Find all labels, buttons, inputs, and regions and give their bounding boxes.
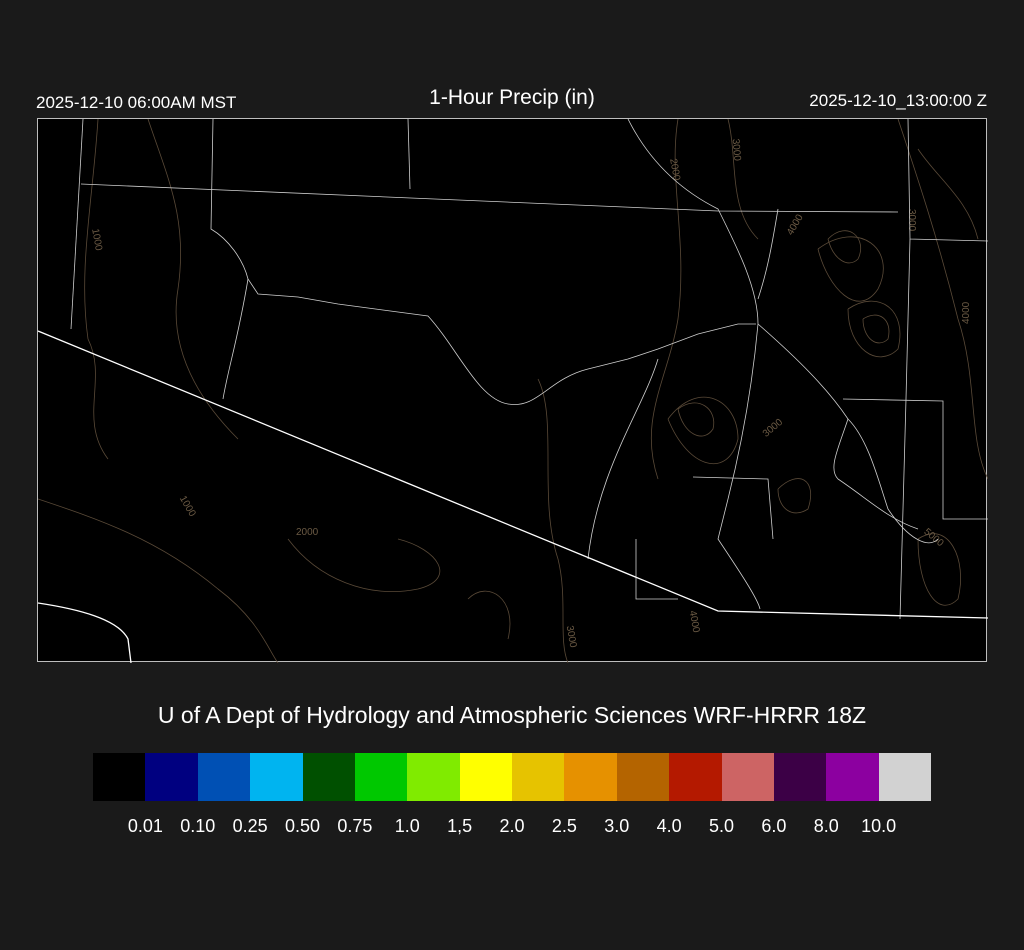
colorbar-swatch [93, 753, 146, 801]
colorbar-label: 0.25 [232, 816, 268, 836]
valid-time-label: 2025-12-10_13:00:00 Z [809, 91, 987, 110]
colorbar-swatch [407, 753, 460, 801]
colorbar-label: 2.0 [499, 816, 525, 836]
colorbar-label: 0.75 [337, 816, 373, 836]
contour-label: 2000 [296, 527, 319, 538]
contour-label: 4000 [687, 610, 702, 634]
colorbar-swatch [302, 753, 355, 801]
contour-label: 3000 [906, 209, 917, 232]
contour-label: 1000 [177, 494, 198, 519]
contour-label: 4000 [961, 301, 972, 324]
contour-label: 2000 [667, 158, 682, 182]
contour-labels: 1000 2000 3000 4000 3000 4000 3000 1000 … [89, 138, 972, 649]
colorbar-label: 8.0 [813, 816, 839, 836]
colorbar-swatch [197, 753, 251, 801]
state-boundaries [37, 330, 989, 664]
colorbar-swatch [250, 753, 303, 801]
colorbar-swatch [826, 753, 879, 801]
colorbar-swatch [354, 753, 408, 801]
colorbar-swatch [564, 753, 617, 801]
terrain-contours [37, 118, 989, 664]
colorbar-swatch [512, 753, 565, 801]
colorbar-swatch [669, 753, 722, 801]
colorbar-swatch [773, 753, 827, 801]
colorbar-swatch [616, 753, 670, 801]
model-credit: U of A Dept of Hydrology and Atmospheric… [157, 702, 867, 728]
colorbar-label: 0.10 [180, 816, 216, 836]
colorbar-label: 0.50 [284, 816, 321, 836]
colorbar-label: 3.0 [604, 816, 630, 836]
colorbar-label: 5.0 [708, 816, 735, 836]
colorbar-swatch [459, 753, 512, 801]
contour-label: 3000 [730, 138, 743, 162]
contour-label: 3000 [564, 625, 579, 649]
colorbar-swatch [878, 753, 931, 801]
contour-label: 1000 [89, 228, 104, 252]
contour-label: 4000 [785, 212, 806, 237]
map-title: 1-Hour Precip (in) [429, 86, 595, 109]
local-time-label: 2025-12-10 06:00AM MST [36, 93, 237, 112]
colorbar-label: 2.5 [551, 816, 577, 836]
colorbar-label: 4.0 [656, 816, 682, 836]
colorbar-swatch [145, 753, 198, 801]
colorbar-label: 1,5 [447, 816, 473, 836]
county-boundaries [70, 118, 989, 620]
colorbar-label: 0.01 [127, 816, 163, 836]
colorbar-swatch [721, 753, 774, 801]
precip-colorbar [93, 753, 931, 801]
contour-label: 5000 [921, 526, 945, 549]
colorbar-label: 6.0 [761, 816, 787, 836]
map-canvas: 1000 2000 3000 4000 3000 4000 3000 1000 … [37, 118, 989, 664]
contour-label: 3000 [761, 417, 785, 440]
precip-map: 1000 2000 3000 4000 3000 4000 3000 1000 … [37, 118, 989, 664]
colorbar-label: 10.0 [861, 816, 897, 836]
colorbar-label: 1.0 [394, 816, 420, 836]
